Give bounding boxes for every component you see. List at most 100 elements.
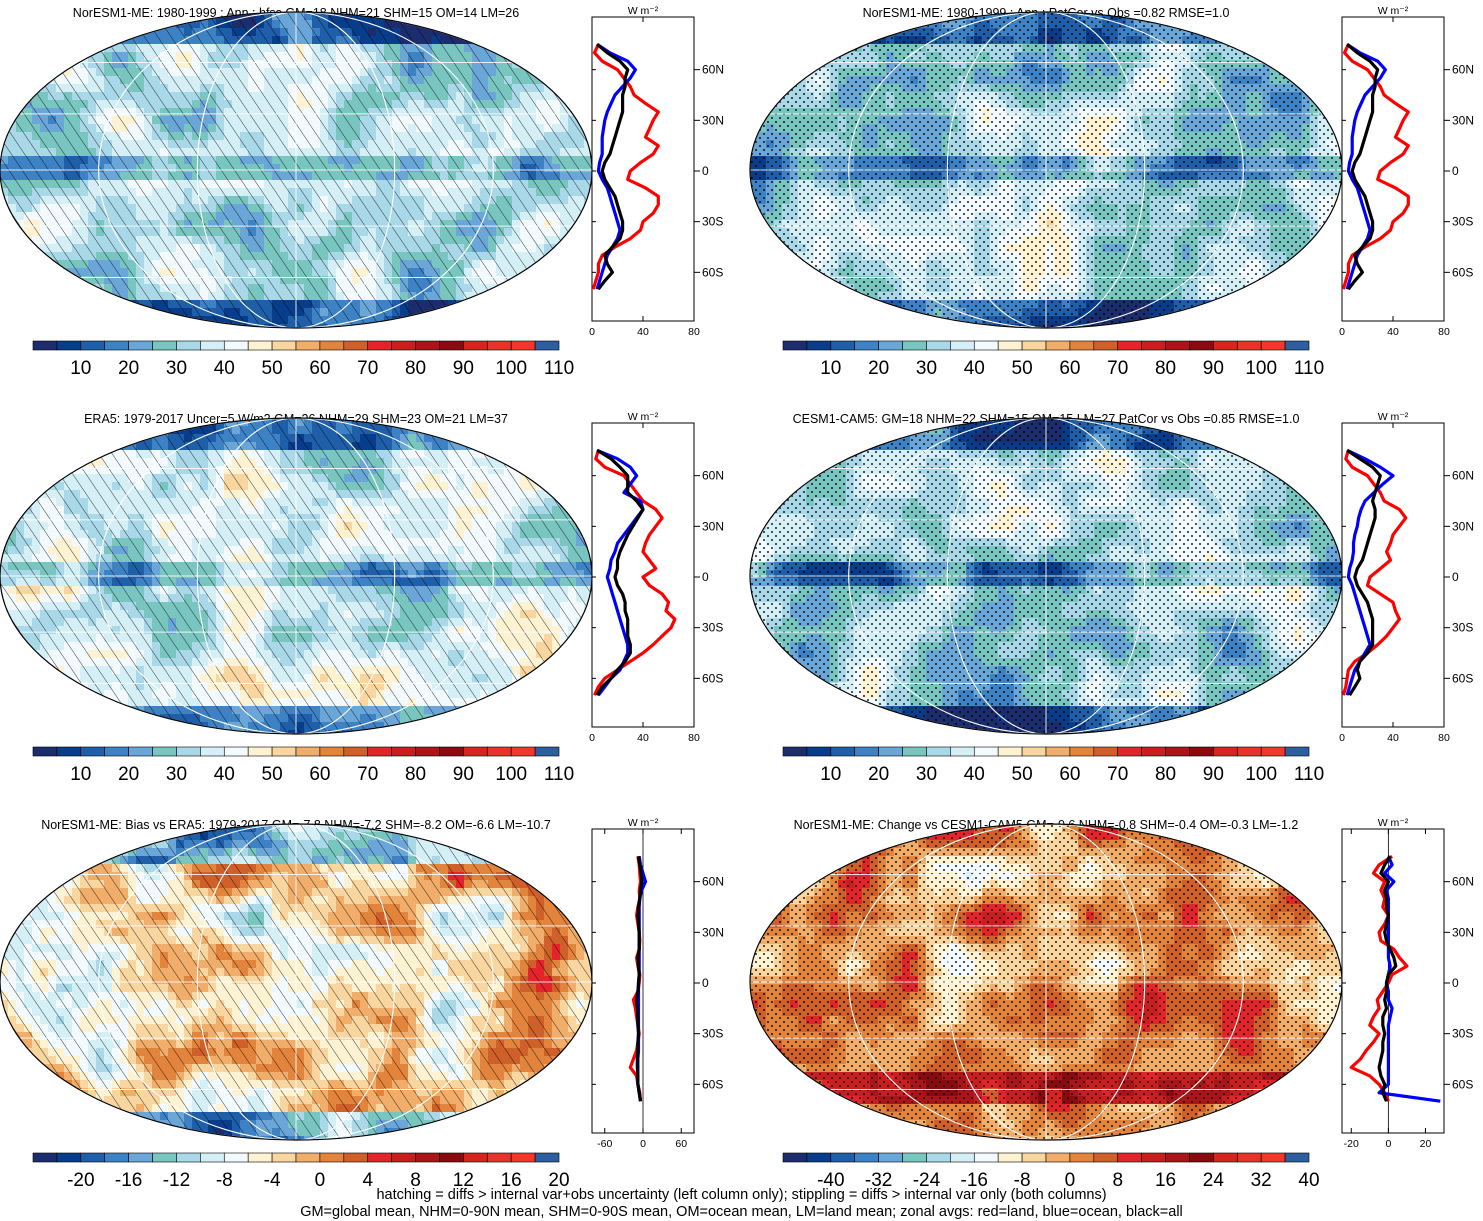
- zonal-ytick-label: 0: [702, 570, 709, 584]
- colorbar-swatch: [463, 340, 488, 351]
- zonal-series-line: [1346, 448, 1382, 697]
- colorbar-label: 12: [453, 1170, 474, 1191]
- zonal-xtick-label: 0: [640, 1138, 646, 1150]
- colorbar-swatch: [926, 1152, 951, 1163]
- colorbar-swatch: [1284, 1152, 1310, 1163]
- colorbar-swatch: [973, 1152, 999, 1163]
- colorbar-swatch: [854, 340, 879, 351]
- colorbar-swatch: [32, 1152, 58, 1163]
- colorbar-swatch: [1260, 340, 1286, 351]
- zonal-ytick-label: 60N: [1452, 875, 1474, 889]
- colorbar-label: 10: [70, 764, 91, 785]
- colorbar-swatch: [973, 746, 999, 757]
- colorbar-swatch: [902, 746, 927, 757]
- zonal-xtick-label: 0: [1339, 326, 1345, 338]
- zonal-series-line: [1377, 855, 1398, 1102]
- colorbar-swatch: [1260, 746, 1286, 757]
- colorbar-swatch: [1213, 340, 1238, 351]
- zonal-xtick-label: -20: [1344, 1138, 1359, 1150]
- map-field: [750, 824, 1342, 1140]
- colorbar-label: 30: [916, 358, 937, 379]
- zonal-ytick-label: 30N: [1452, 925, 1474, 939]
- zonal-ytick-label: 60N: [1452, 63, 1474, 77]
- colorbar-label: -32: [865, 1170, 892, 1191]
- colorbar-label: 110: [544, 764, 574, 785]
- colorbar-swatch: [510, 340, 536, 351]
- zonal-ytick-label: 60S: [702, 671, 723, 685]
- colorbar: -40 -32 -24 -16 -8 0 8 16 24 32 40: [782, 1152, 1320, 1191]
- zonal-ytick-label: 60S: [1452, 1077, 1473, 1091]
- colorbar-label: 0: [315, 1170, 326, 1191]
- zonal-ytick-label: 60S: [702, 1077, 723, 1091]
- zonal-xtick-label: 0: [1385, 1138, 1391, 1150]
- colorbar-swatch: [1165, 340, 1190, 351]
- colorbar-swatch: [1284, 746, 1310, 757]
- zonal-units: W m⁻²: [1378, 817, 1409, 829]
- zonal-ytick-label: 30S: [1452, 1027, 1473, 1041]
- colorbar: -20 -16 -12 -8 -4 0 4 8 12 16 20: [32, 1152, 570, 1191]
- panel-6: NorESM1-ME: Change vs CESM1-CAM5 GM=-0.6…: [749, 817, 1474, 1191]
- zonal-panel: W m⁻² 60N 30N 0 30S 60S 0 40 80: [589, 5, 724, 338]
- colorbar-swatch: [104, 1152, 129, 1163]
- colorbar-label: 32: [1251, 1170, 1272, 1191]
- colorbar-swatch: [1165, 1152, 1190, 1163]
- colorbar-swatch: [463, 746, 488, 757]
- colorbar-swatch: [1189, 1152, 1214, 1163]
- colorbar-label: -4: [264, 1170, 281, 1191]
- colorbar-swatch: [1093, 1152, 1119, 1163]
- colorbar-label: 20: [868, 358, 889, 379]
- zonal-ytick-label: 60N: [702, 469, 724, 483]
- colorbar-swatch: [1117, 340, 1142, 351]
- colorbar-swatch: [32, 746, 58, 757]
- colorbar-label: 80: [405, 358, 426, 379]
- colorbar-swatch: [152, 340, 177, 351]
- colorbar-swatch: [104, 746, 129, 757]
- colorbar-label: 60: [1059, 764, 1080, 785]
- zonal-series-line: [595, 448, 645, 697]
- colorbar-swatch: [319, 746, 345, 757]
- colorbar-swatch: [926, 746, 951, 757]
- colorbar-swatch: [319, 340, 345, 351]
- zonal-xtick-label: 40: [1387, 326, 1399, 338]
- colorbar-swatch: [200, 1152, 225, 1163]
- colorbar-swatch: [1236, 1152, 1262, 1163]
- colorbar-swatch: [343, 746, 369, 757]
- colorbar-label: 70: [357, 358, 378, 379]
- zonal-xtick-label: 20: [1420, 1138, 1432, 1150]
- zonal-series-line: [593, 449, 677, 696]
- colorbar-label: -24: [913, 1170, 941, 1191]
- colorbar-label: 40: [964, 358, 985, 379]
- colorbar-swatch: [415, 340, 440, 351]
- colorbar-swatch: [1236, 340, 1262, 351]
- colorbar-swatch: [1117, 746, 1142, 757]
- colorbar-label: 110: [544, 358, 574, 379]
- colorbar-swatch: [510, 1152, 536, 1163]
- colorbar-label: 30: [166, 764, 187, 785]
- colorbar-swatch: [415, 746, 440, 757]
- colorbar-swatch: [104, 340, 129, 351]
- zonal-ytick-label: 0: [1452, 164, 1459, 178]
- zonal-ytick-label: 60S: [1452, 671, 1473, 685]
- colorbar-label: 16: [501, 1170, 522, 1191]
- colorbar: 10 20 30 40 50 60 70 80 90 100 110: [782, 746, 1324, 785]
- colorbar-swatch: [1021, 340, 1047, 351]
- colorbar-label: 50: [1012, 764, 1033, 785]
- colorbar-swatch: [1165, 746, 1190, 757]
- colorbar-swatch: [343, 340, 369, 351]
- colorbar-swatch: [367, 746, 392, 757]
- zonal-units: W m⁻²: [628, 817, 659, 829]
- colorbar-swatch: [1045, 340, 1071, 351]
- colorbar-swatch: [902, 1152, 927, 1163]
- colorbar-swatch: [32, 340, 58, 351]
- map-field: [0, 824, 592, 1140]
- colorbar-swatch: [782, 1152, 808, 1163]
- zonal-panel: W m⁻² 60N 30N 0 30S 60S 0 40 80: [589, 411, 724, 744]
- colorbar: 10 20 30 40 50 60 70 80 90 100 110: [32, 746, 574, 785]
- colorbar-label: 40: [214, 358, 235, 379]
- colorbar-swatch: [247, 340, 273, 351]
- colorbar-label: 20: [118, 358, 139, 379]
- colorbar-swatch: [80, 746, 106, 757]
- colorbar-label: -8: [216, 1170, 233, 1191]
- colorbar-label: 90: [453, 358, 474, 379]
- zonal-ytick-label: 0: [1452, 976, 1459, 990]
